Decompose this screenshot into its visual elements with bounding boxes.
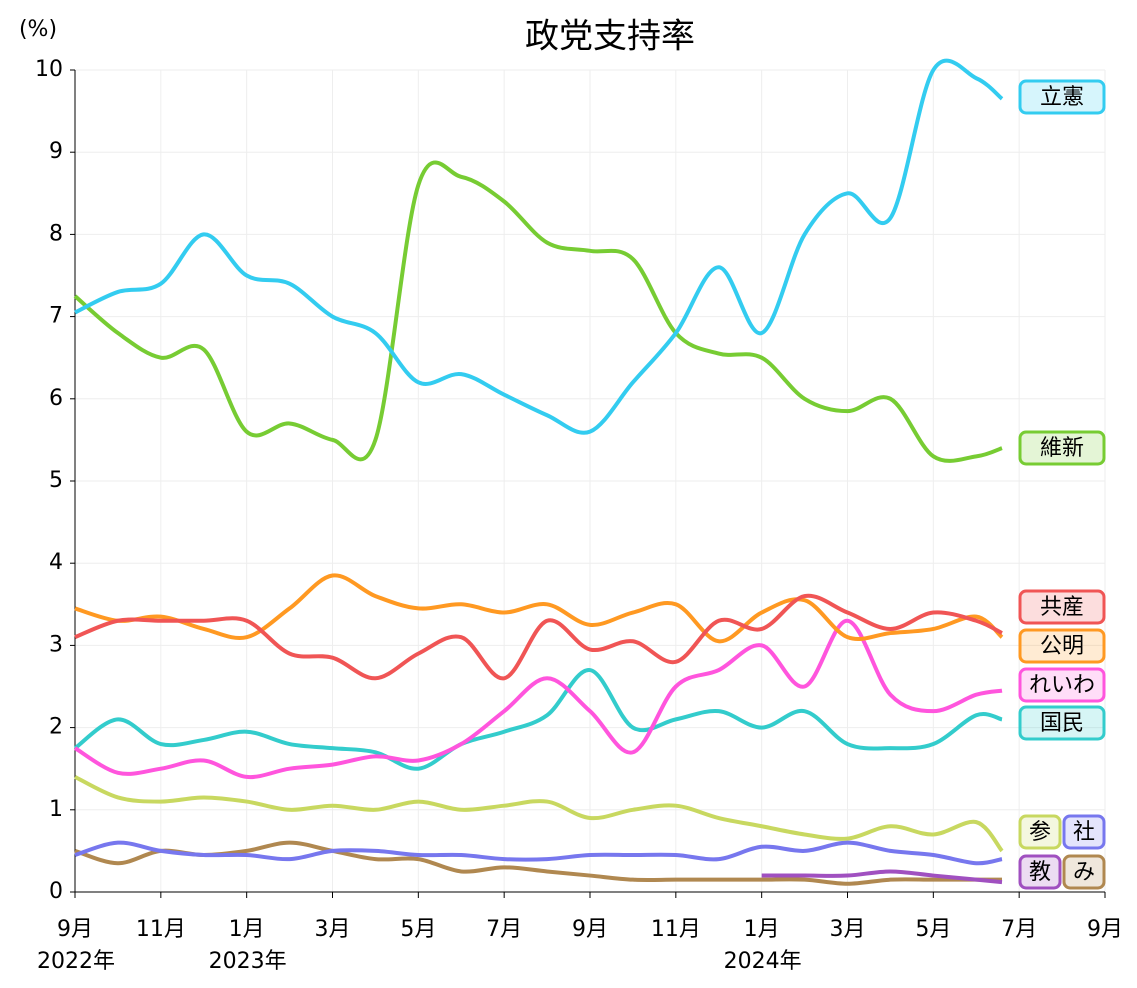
- y-tick-label: 8: [49, 221, 63, 246]
- legend-label: 教: [1029, 860, 1051, 885]
- legend-label: み: [1073, 860, 1095, 885]
- legend-box: [1062, 854, 1106, 890]
- x-tick-label: 9月: [1087, 917, 1123, 942]
- legend-label: 公明: [1040, 634, 1084, 659]
- legend-box: [1062, 814, 1106, 850]
- y-tick-label: 10: [35, 57, 63, 82]
- legend-box: [1018, 79, 1106, 115]
- series-line: [73, 618, 1003, 780]
- series-line: [74, 573, 1004, 644]
- x-tick-label: 7月: [486, 917, 522, 942]
- y-tick-label: 9: [49, 139, 63, 164]
- legend-box: [1018, 628, 1106, 664]
- x-tick-label: 5月: [915, 917, 951, 942]
- x-tick-label: 3月: [315, 917, 351, 942]
- x-tick-label: 11月: [136, 917, 186, 942]
- y-tick-label: 7: [49, 304, 63, 329]
- legend-label: れいわ: [1029, 673, 1095, 698]
- x-year-label: 2024年: [724, 949, 802, 974]
- legend-label: 参: [1029, 820, 1051, 845]
- chart-title: 政党支持率: [525, 17, 695, 57]
- series-line: [74, 775, 1004, 853]
- series-line: [73, 160, 1003, 463]
- y-tick-label: 3: [49, 632, 63, 657]
- x-tick-label: 1月: [744, 917, 780, 942]
- series-line: [74, 58, 1004, 435]
- legend-label: 立憲: [1040, 85, 1084, 110]
- series-line: [73, 668, 1003, 771]
- series-line: [761, 869, 1003, 885]
- legend-label: 社: [1073, 820, 1095, 845]
- series-line: [74, 840, 1003, 866]
- y-tick-label: 2: [49, 715, 63, 740]
- x-tick-label: 9月: [572, 917, 608, 942]
- x-tick-label: 11月: [651, 917, 701, 942]
- legend-label: 維新: [1040, 436, 1084, 461]
- legend-box: [1018, 814, 1062, 850]
- y-tick-label: 5: [49, 468, 63, 493]
- x-year-label: 2022年: [37, 949, 115, 974]
- legend-box: [1018, 854, 1062, 890]
- x-tick-label: 3月: [830, 917, 866, 942]
- y-tick-label: 4: [49, 550, 63, 575]
- x-tick-label: 5月: [400, 917, 436, 942]
- x-tick-label: 1月: [229, 917, 265, 942]
- x-tick-label: 9月: [57, 917, 93, 942]
- series-line: [74, 593, 1003, 681]
- y-tick-label: 1: [49, 797, 63, 822]
- legend-box: [1018, 589, 1106, 625]
- legend-label: 国民: [1040, 711, 1084, 736]
- series-line: [74, 840, 1002, 886]
- legend-box: [1018, 430, 1106, 466]
- x-year-label: 2023年: [209, 949, 287, 974]
- legend-box: [1018, 667, 1106, 703]
- y-axis-label: (%): [19, 17, 57, 42]
- legend-label: 共産: [1040, 595, 1084, 620]
- y-tick-label: 0: [49, 879, 63, 904]
- legend-box: [1018, 705, 1106, 741]
- y-tick-label: 6: [49, 386, 63, 411]
- x-tick-label: 7月: [1001, 917, 1037, 942]
